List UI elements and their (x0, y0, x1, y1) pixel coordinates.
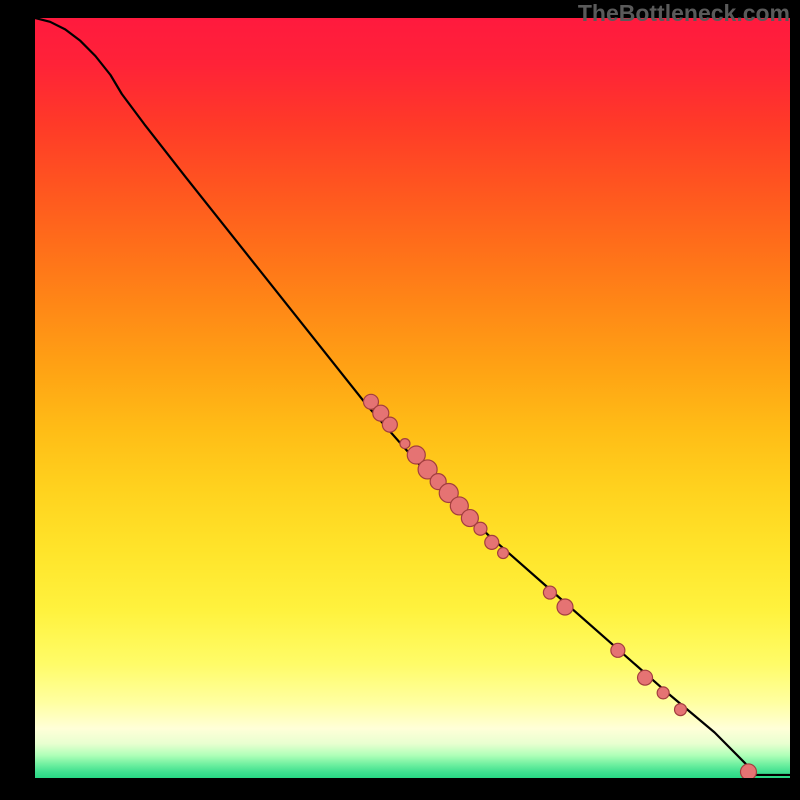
data-point (474, 522, 487, 535)
data-point (657, 687, 669, 699)
gradient-background (35, 18, 790, 778)
data-point (382, 417, 397, 432)
data-point (543, 586, 556, 599)
data-point (675, 704, 687, 716)
data-point (740, 764, 756, 778)
data-point (498, 548, 509, 559)
data-point (557, 599, 573, 615)
watermark-text: TheBottleneck.com (578, 0, 790, 27)
data-point (611, 643, 625, 657)
gradient-curve-chart (35, 18, 790, 778)
data-point (400, 439, 410, 449)
chart-frame: TheBottleneck.com (0, 0, 800, 800)
data-point (638, 670, 653, 685)
data-point (485, 535, 499, 549)
